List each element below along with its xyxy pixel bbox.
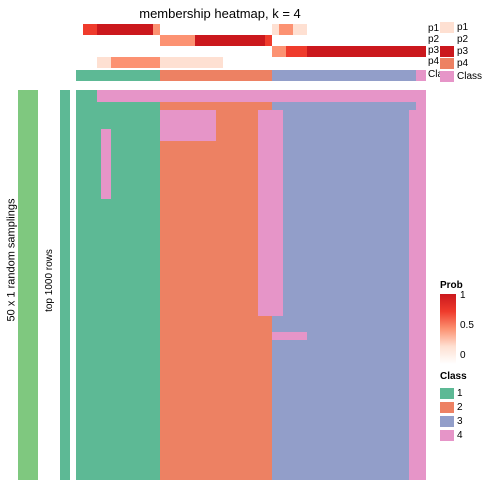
legend-label: p4 [457,59,468,70]
annotation-cell [293,24,307,35]
overlay-patch [101,129,112,199]
legend-item: p3 [440,46,482,58]
annotation-cell [97,57,111,68]
annotation-cell [160,35,195,46]
legend-swatch [440,34,454,45]
prob-legend-title: Prob [440,280,500,291]
legend-swatch [440,416,454,427]
prob-tick: 0 [460,350,466,361]
heatmap-column [416,90,427,480]
annotation-label: p3 [428,45,439,56]
annotation-cell [76,35,160,46]
heatmap-column [76,90,97,480]
overlay-patch [409,188,420,215]
annotation-cell [286,46,307,57]
legend-swatch [440,46,454,57]
legend-item: 3 [440,415,467,429]
annotation-cell [416,46,427,57]
heatmap-column [272,90,377,480]
annotation-cell [265,57,426,68]
legend-item: 2 [440,401,467,415]
annotation-legend: p1p2p3 p4Class [440,22,482,83]
sidebar-outer [18,90,38,480]
legend-label: 2 [457,402,463,413]
legend-swatch [440,430,454,441]
annotation-cell [272,24,279,35]
annotation-cell [279,24,293,35]
annotation-cell [83,24,97,35]
annotation-row [76,57,426,68]
annotation-cell [223,57,265,68]
legend-label: 3 [457,416,463,427]
annotation-cell [76,57,97,68]
annotation-cell [272,35,426,46]
class-legend-title: Class [440,370,467,384]
annotation-cell [272,46,286,57]
legend-item: p2 [440,34,482,46]
annotation-cell [265,24,272,35]
annotation-label: p1 [428,23,439,34]
annotation-cell [307,24,426,35]
overlay-patch [272,332,307,340]
annotation-row [76,24,426,35]
overlay-patch [97,90,426,102]
heatmap-column [160,90,265,480]
legend-label: p3 [457,46,468,57]
heatmap-body [76,90,426,480]
annotation-row [76,35,426,46]
annotation-cell [265,35,272,46]
chart-title: membership heatmap, k = 4 [0,6,440,21]
class-band-cell [272,70,416,81]
annotation-cell [97,24,153,35]
annotation-bands: p1p2p3p4Class [76,24,426,81]
legend-label: Class [457,71,482,82]
annotation-row [76,46,426,57]
legend-swatch [440,71,454,82]
annotation-cell [76,24,83,35]
annotation-cell [76,46,272,57]
annotation-cell [160,24,265,35]
legend-label: p1 [457,22,468,33]
annotation-cell [160,57,223,68]
legend-swatch [440,402,454,413]
annotation-cell [307,46,416,57]
ylabel-inner: top 1000 rows [42,90,56,470]
annotation-label: p4 [428,56,439,67]
class-band-cell [76,70,160,81]
legend-item: 4 [440,429,467,443]
prob-tick: 1 [460,290,466,301]
annotation-cell [153,24,160,35]
legend-label: 1 [457,388,463,399]
legend-swatch [440,388,454,399]
legend-label: 4 [457,430,463,441]
heatmap-figure: membership heatmap, k = 4 50 x 1 random … [0,0,504,504]
legend-swatch [440,22,454,33]
overlay-patch [160,110,216,141]
legend-item: p1 [440,22,482,34]
overlay-patch [258,110,272,274]
overlay-patch [409,110,416,481]
prob-legend: Prob 10.50 [440,280,500,364]
annotation-cell [195,35,265,46]
legend-swatch [440,58,454,69]
legend-item: p4 [440,58,482,70]
class-band-cell [416,70,427,81]
overlay-patch [416,90,427,98]
class-band [76,70,426,81]
prob-gradient: 10.50 [440,294,456,364]
sidebar-inner [60,90,70,480]
class-legend: Class 1 2 3 4 [440,370,467,443]
annotation-cell [111,57,160,68]
legend-label: p2 [457,34,468,45]
prob-tick: 0.5 [460,320,474,331]
ylabel-outer: 50 x 1 random samplings [4,50,18,470]
legend-item: 1 [440,387,467,401]
annotation-label: p2 [428,34,439,45]
class-band-cell [160,70,272,81]
legend-item: Class [440,71,482,83]
